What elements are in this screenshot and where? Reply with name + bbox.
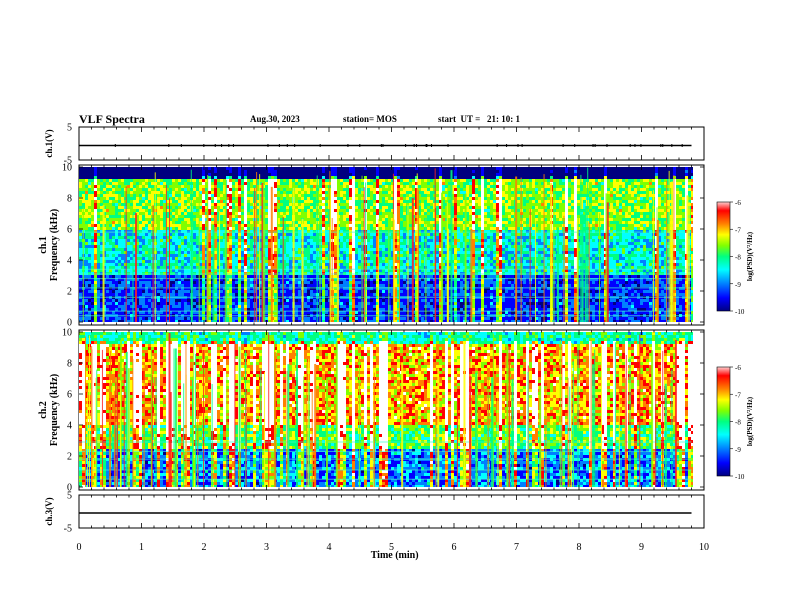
figure-title: VLF Spectra xyxy=(79,112,145,127)
y-axis-label: Frequency (kHz) xyxy=(49,374,60,446)
x-tick-label: 6 xyxy=(452,542,457,553)
y-tick-label: 6 xyxy=(67,390,72,401)
colorbar-tick-label: -8 xyxy=(735,254,741,262)
y-axis-label: Frequency (kHz) xyxy=(49,209,60,281)
x-axis-label: Time (min) xyxy=(371,550,419,561)
y-tick-label: 4 xyxy=(67,421,72,432)
x-tick-label: 5 xyxy=(389,542,394,553)
ch1-waveform-trace xyxy=(79,144,692,147)
ch1-spectrogram-heatmap xyxy=(79,167,693,322)
colorbar-tick-label: -10 xyxy=(735,473,745,481)
colorbar-tick-label: -9 xyxy=(735,281,741,289)
y-tick-label: -5 xyxy=(64,156,72,167)
ch2-spectrogram-heatmap xyxy=(79,332,693,487)
date-label: Aug.30, 2023 xyxy=(250,114,300,124)
x-tick-label: 10 xyxy=(699,542,709,553)
x-tick-label: 8 xyxy=(577,542,582,553)
channel-label: ch.1 xyxy=(38,236,49,254)
y-axis-label: ch.1(V) xyxy=(44,129,54,157)
x-tick-label: 3 xyxy=(264,542,269,553)
colorbar-tick-label: -10 xyxy=(735,308,745,316)
y-tick-label: 0 xyxy=(67,483,72,494)
x-tick-label: 7 xyxy=(514,542,519,553)
y-tick-label: 10 xyxy=(62,163,72,174)
y-tick-label: 0 xyxy=(67,318,72,329)
y-tick-label: 5 xyxy=(67,491,72,502)
colorbar-label: log(PSD)(V²/Hz) xyxy=(746,396,754,446)
x-tick-label: 9 xyxy=(639,542,644,553)
colorbar xyxy=(716,201,731,312)
colorbar-tick-label: -6 xyxy=(735,364,741,372)
colorbar-label: log(PSD)(V²/Hz) xyxy=(746,231,754,281)
colorbar-tick-label: -9 xyxy=(735,446,741,454)
y-tick-label: 8 xyxy=(67,359,72,370)
y-tick-label: 6 xyxy=(67,225,72,236)
colorbar xyxy=(716,366,731,477)
x-tick-label: 4 xyxy=(327,542,332,553)
y-tick-label: 8 xyxy=(67,194,72,205)
x-tick-label: 0 xyxy=(77,542,82,553)
x-tick-label: 2 xyxy=(202,542,207,553)
y-axis-label: ch.3(V) xyxy=(44,497,54,525)
y-tick-label: 4 xyxy=(67,256,72,267)
y-tick-label: 2 xyxy=(67,287,72,298)
ch3-waveform-frame xyxy=(78,494,705,529)
x-tick-label: 1 xyxy=(139,542,144,553)
axis-ticks xyxy=(78,127,705,528)
y-tick-label: 5 xyxy=(67,123,72,134)
y-tick-label: -5 xyxy=(64,524,72,535)
y-tick-label: 10 xyxy=(62,328,72,339)
ch1-waveform-frame xyxy=(78,126,705,161)
y-tick-label: 2 xyxy=(67,452,72,463)
colorbar-tick-label: -7 xyxy=(735,391,741,399)
colorbar-tick-label: -6 xyxy=(735,199,741,207)
colorbar-tick-label: -7 xyxy=(735,226,741,234)
colorbar-tick-label: -8 xyxy=(735,419,741,427)
station-label: station= MOS xyxy=(343,114,397,124)
start-ut-label: start UT = 21: 10: 1 xyxy=(438,114,520,124)
channel-label: ch.2 xyxy=(38,401,49,419)
